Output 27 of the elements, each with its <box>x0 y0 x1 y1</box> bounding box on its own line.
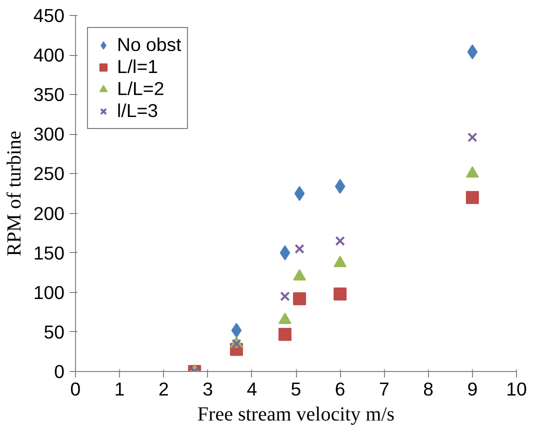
legend-label: l/L=3 <box>117 100 158 122</box>
x-tick-label: 2 <box>158 378 169 400</box>
y-tick-label: 300 <box>33 124 65 145</box>
x-tick-label: 10 <box>506 378 527 400</box>
x-tick-label: 1 <box>114 378 125 400</box>
y-tick-label: 200 <box>33 202 65 224</box>
y-tick-label: 450 <box>33 5 65 26</box>
x-tick-label: 7 <box>379 378 390 400</box>
x-tick-label: 4 <box>246 378 258 400</box>
x-tick-label: 6 <box>334 378 346 400</box>
y-tick-label: 350 <box>33 84 65 106</box>
y-tick-label: 150 <box>33 242 65 264</box>
legend-label: No obst <box>117 34 182 56</box>
x-tick-label: 9 <box>467 378 478 400</box>
x-axis-title: Free stream velocity m/s <box>197 404 395 426</box>
y-tick-label: 250 <box>33 163 65 184</box>
y-axis-title: RPM of turbine <box>3 130 26 256</box>
x-tick-label: 5 <box>290 378 302 400</box>
y-tick-label: 100 <box>33 282 65 303</box>
x-tick-label: 0 <box>70 378 81 400</box>
legend-label: L/L=2 <box>117 78 164 100</box>
x-tick-label: 8 <box>423 378 434 400</box>
y-tick-label: 400 <box>33 44 65 66</box>
x-tick-label: 3 <box>202 378 214 400</box>
y-tick-label: 0 <box>54 361 65 382</box>
legend-label: L/l=1 <box>117 56 158 78</box>
y-tick-label: 50 <box>44 321 65 342</box>
